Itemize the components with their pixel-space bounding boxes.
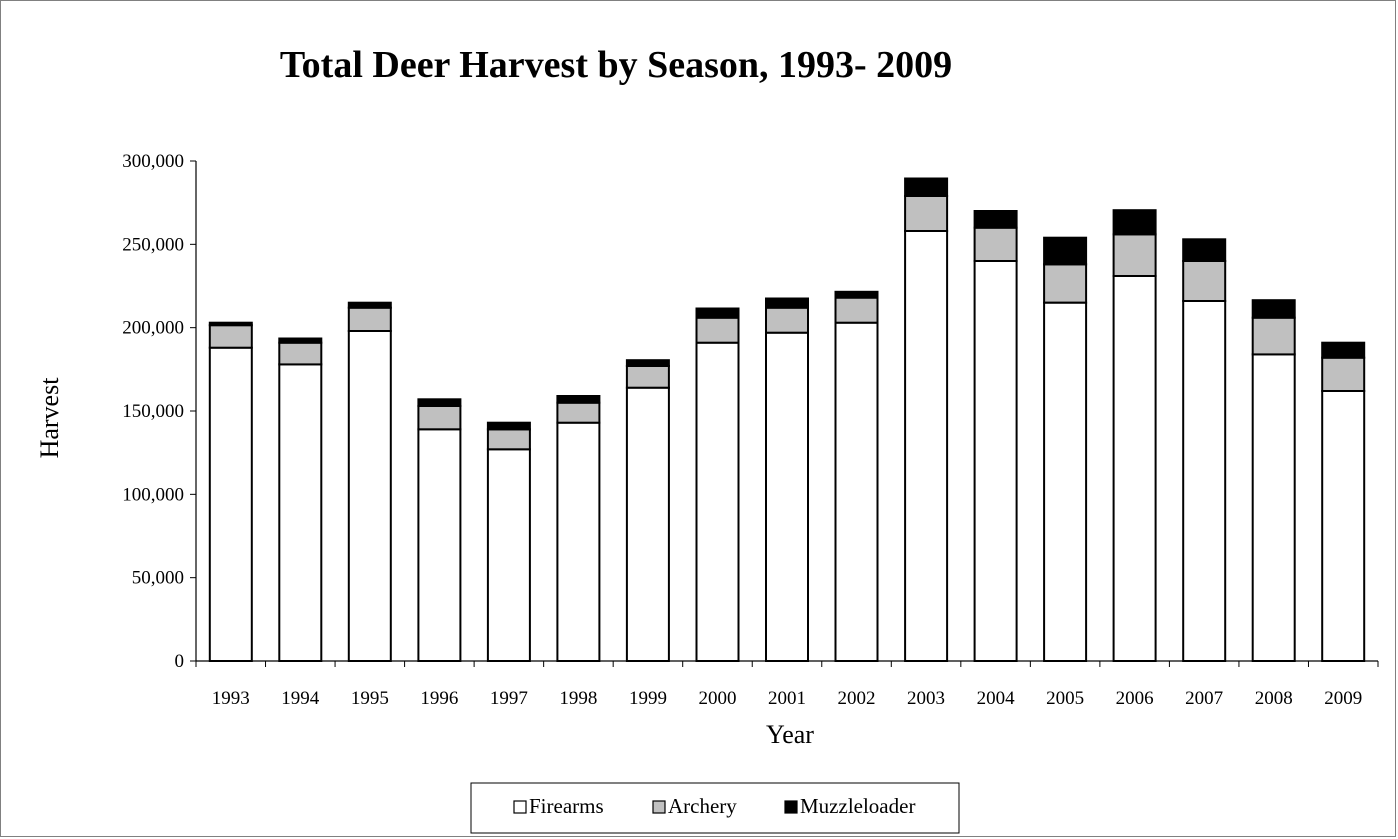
x-axis-label: Year	[766, 720, 814, 749]
bar-firearms-2000	[695, 341, 740, 662]
x-tick-label: 2003	[907, 688, 945, 709]
bar-muzzleloader-2004	[973, 210, 1018, 229]
bar-archery-2002	[834, 296, 879, 324]
x-tick-label: 1997	[490, 688, 528, 709]
bar-archery-1999	[625, 365, 670, 389]
y-tick-label: 50,000	[132, 568, 184, 589]
x-tick-label: 2001	[768, 688, 806, 709]
bar-firearms-1995	[347, 330, 392, 662]
y-tick-label: 150,000	[122, 401, 184, 422]
bar-firearms-1993	[208, 346, 253, 662]
bar-firearms-2004	[973, 260, 1018, 662]
x-tick-label: 2006	[1116, 688, 1154, 709]
bar-muzzleloader-1993	[208, 321, 253, 327]
bar-muzzleloader-2000	[695, 307, 740, 319]
bar-archery-1993	[208, 324, 253, 349]
bar-firearms-2009	[1321, 390, 1366, 662]
x-tick-label: 1999	[629, 688, 667, 709]
x-tick-label: 1996	[420, 688, 458, 709]
bar-muzzleloader-2003	[904, 177, 949, 197]
bar-archery-2008	[1251, 316, 1296, 356]
bar-muzzleloader-2005	[1043, 236, 1088, 266]
bar-muzzleloader-1999	[625, 359, 670, 368]
legend-swatch-muzzleloader	[784, 800, 798, 814]
axes-group: 0 50,000 100,000 150,000 200,000 250,000 300,0…	[122, 151, 1379, 709]
bar-muzzleloader-2007	[1182, 238, 1227, 263]
x-tick-label: 1998	[559, 688, 597, 709]
chart-title: Total Deer Harvest by Season, 1993- 2009	[280, 44, 952, 86]
legend-box	[470, 782, 960, 834]
legend-label-archery: Archery	[668, 794, 737, 818]
bar-firearms-2007	[1182, 300, 1227, 662]
x-tick-label: 1995	[351, 688, 389, 709]
bar-muzzleloader-2008	[1251, 299, 1296, 319]
bar-muzzleloader-1995	[347, 301, 392, 309]
bar-muzzleloader-1998	[556, 395, 601, 404]
bar-muzzleloader-2006	[1112, 209, 1157, 236]
y-tick-label: 0	[175, 651, 185, 672]
bar-firearms-2006	[1112, 275, 1157, 662]
bar-firearms-1996	[417, 428, 462, 662]
y-tick-label: 250,000	[122, 234, 184, 255]
x-tick-label: 2000	[698, 688, 736, 709]
bar-archery-1996	[417, 405, 462, 431]
bar-firearms-2002	[834, 321, 879, 662]
bar-firearms-2008	[1251, 353, 1296, 662]
bar-firearms-2005	[1043, 301, 1088, 662]
bar-archery-1995	[347, 306, 392, 333]
bar-muzzleloader-1994	[278, 337, 323, 344]
legend-label-muzzleloader: Muzzleloader	[800, 794, 915, 818]
bar-archery-2001	[765, 306, 809, 334]
bar-archery-2009	[1321, 356, 1366, 393]
bar-firearms-1998	[556, 421, 601, 663]
bars-group	[208, 177, 1366, 663]
bar-firearms-2003	[904, 230, 949, 662]
legend: Firearms Archery Muzzleloader	[470, 782, 960, 834]
y-tick-label: 200,000	[122, 318, 184, 339]
bar-firearms-1997	[486, 448, 531, 662]
bar-archery-2007	[1182, 260, 1227, 302]
bar-firearms-2001	[765, 331, 809, 662]
x-tick-label: 1994	[281, 688, 320, 709]
x-tick-label: 2007	[1185, 688, 1223, 709]
bar-muzzleloader-2001	[765, 297, 809, 309]
x-tick-label: 2009	[1324, 688, 1362, 709]
bar-firearms-1999	[625, 386, 670, 662]
bar-archery-2006	[1112, 233, 1157, 278]
bar-muzzleloader-1996	[417, 398, 462, 407]
legend-swatch-firearms	[513, 800, 527, 814]
bar-archery-2000	[695, 316, 740, 344]
y-tick-label: 300,000	[122, 151, 184, 172]
bar-muzzleloader-1997	[486, 421, 531, 431]
x-tick-label: 1993	[212, 688, 250, 709]
legend-swatch-archery	[652, 800, 666, 814]
x-tick-label: 2002	[838, 688, 876, 709]
x-tick-label: 2005	[1046, 688, 1084, 709]
bar-archery-2003	[904, 195, 949, 232]
bar-archery-1994	[278, 341, 323, 366]
bar-archery-2005	[1043, 263, 1088, 304]
legend-label-firearms: Firearms	[529, 794, 604, 818]
bar-muzzleloader-2002	[834, 290, 879, 299]
bar-archery-2004	[973, 226, 1018, 262]
bar-archery-1997	[486, 428, 531, 451]
bar-muzzleloader-2009	[1321, 341, 1366, 359]
y-axis-label: Harvest	[35, 377, 64, 459]
y-tick-label: 100,000	[122, 484, 184, 505]
bar-archery-1998	[556, 401, 601, 424]
x-tick-label: 2004	[977, 688, 1016, 709]
bar-firearms-1994	[278, 363, 323, 662]
x-tick-label: 2008	[1255, 688, 1293, 709]
